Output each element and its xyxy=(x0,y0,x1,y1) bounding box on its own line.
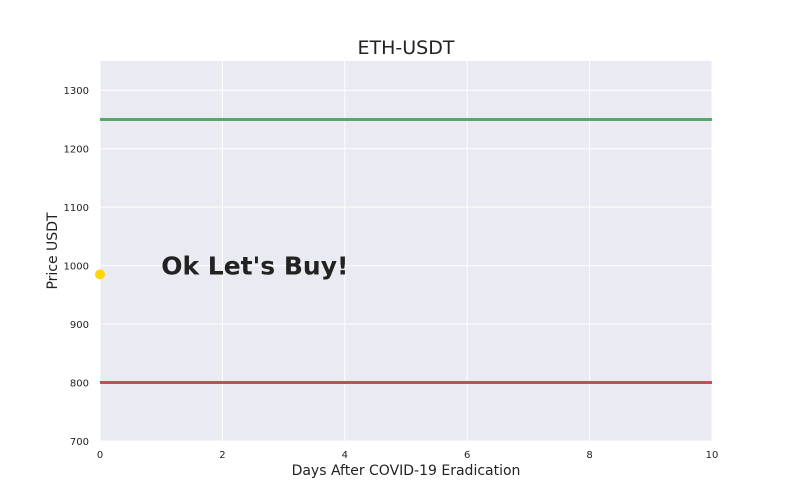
y-tick-label: 1300 xyxy=(64,86,89,97)
x-tick-label: 10 xyxy=(706,450,719,461)
y-tick-labels: 700 800 900 1000 1100 1200 1300 xyxy=(64,86,89,448)
x-tick-label: 4 xyxy=(342,450,348,461)
y-tick-label: 1200 xyxy=(64,145,89,156)
annotation-text: Ok Let's Buy! xyxy=(161,252,348,281)
chart-title: ETH-USDT xyxy=(358,37,455,59)
x-tick-label: 0 xyxy=(97,450,103,461)
data-point xyxy=(95,269,105,280)
y-tick-label: 1100 xyxy=(64,203,89,214)
x-tick-label: 8 xyxy=(586,450,592,461)
series-lines xyxy=(100,117,712,385)
x-axis-label: Days After COVID-19 Eradication xyxy=(292,463,521,479)
plot-background xyxy=(100,61,712,441)
x-tick-label: 2 xyxy=(219,450,225,461)
y-tick-label: 900 xyxy=(70,320,89,331)
annotations: Ok Let's Buy! xyxy=(161,252,348,281)
y-tick-label: 800 xyxy=(70,379,89,390)
data-points xyxy=(95,269,105,280)
y-tick-label: 1000 xyxy=(64,262,89,273)
y-axis-label: Price USDT xyxy=(45,212,61,290)
x-tick-labels: 0 2 4 6 8 10 xyxy=(97,450,719,461)
x-tick-label: 6 xyxy=(464,450,470,461)
y-tick-label: 700 xyxy=(70,437,89,448)
